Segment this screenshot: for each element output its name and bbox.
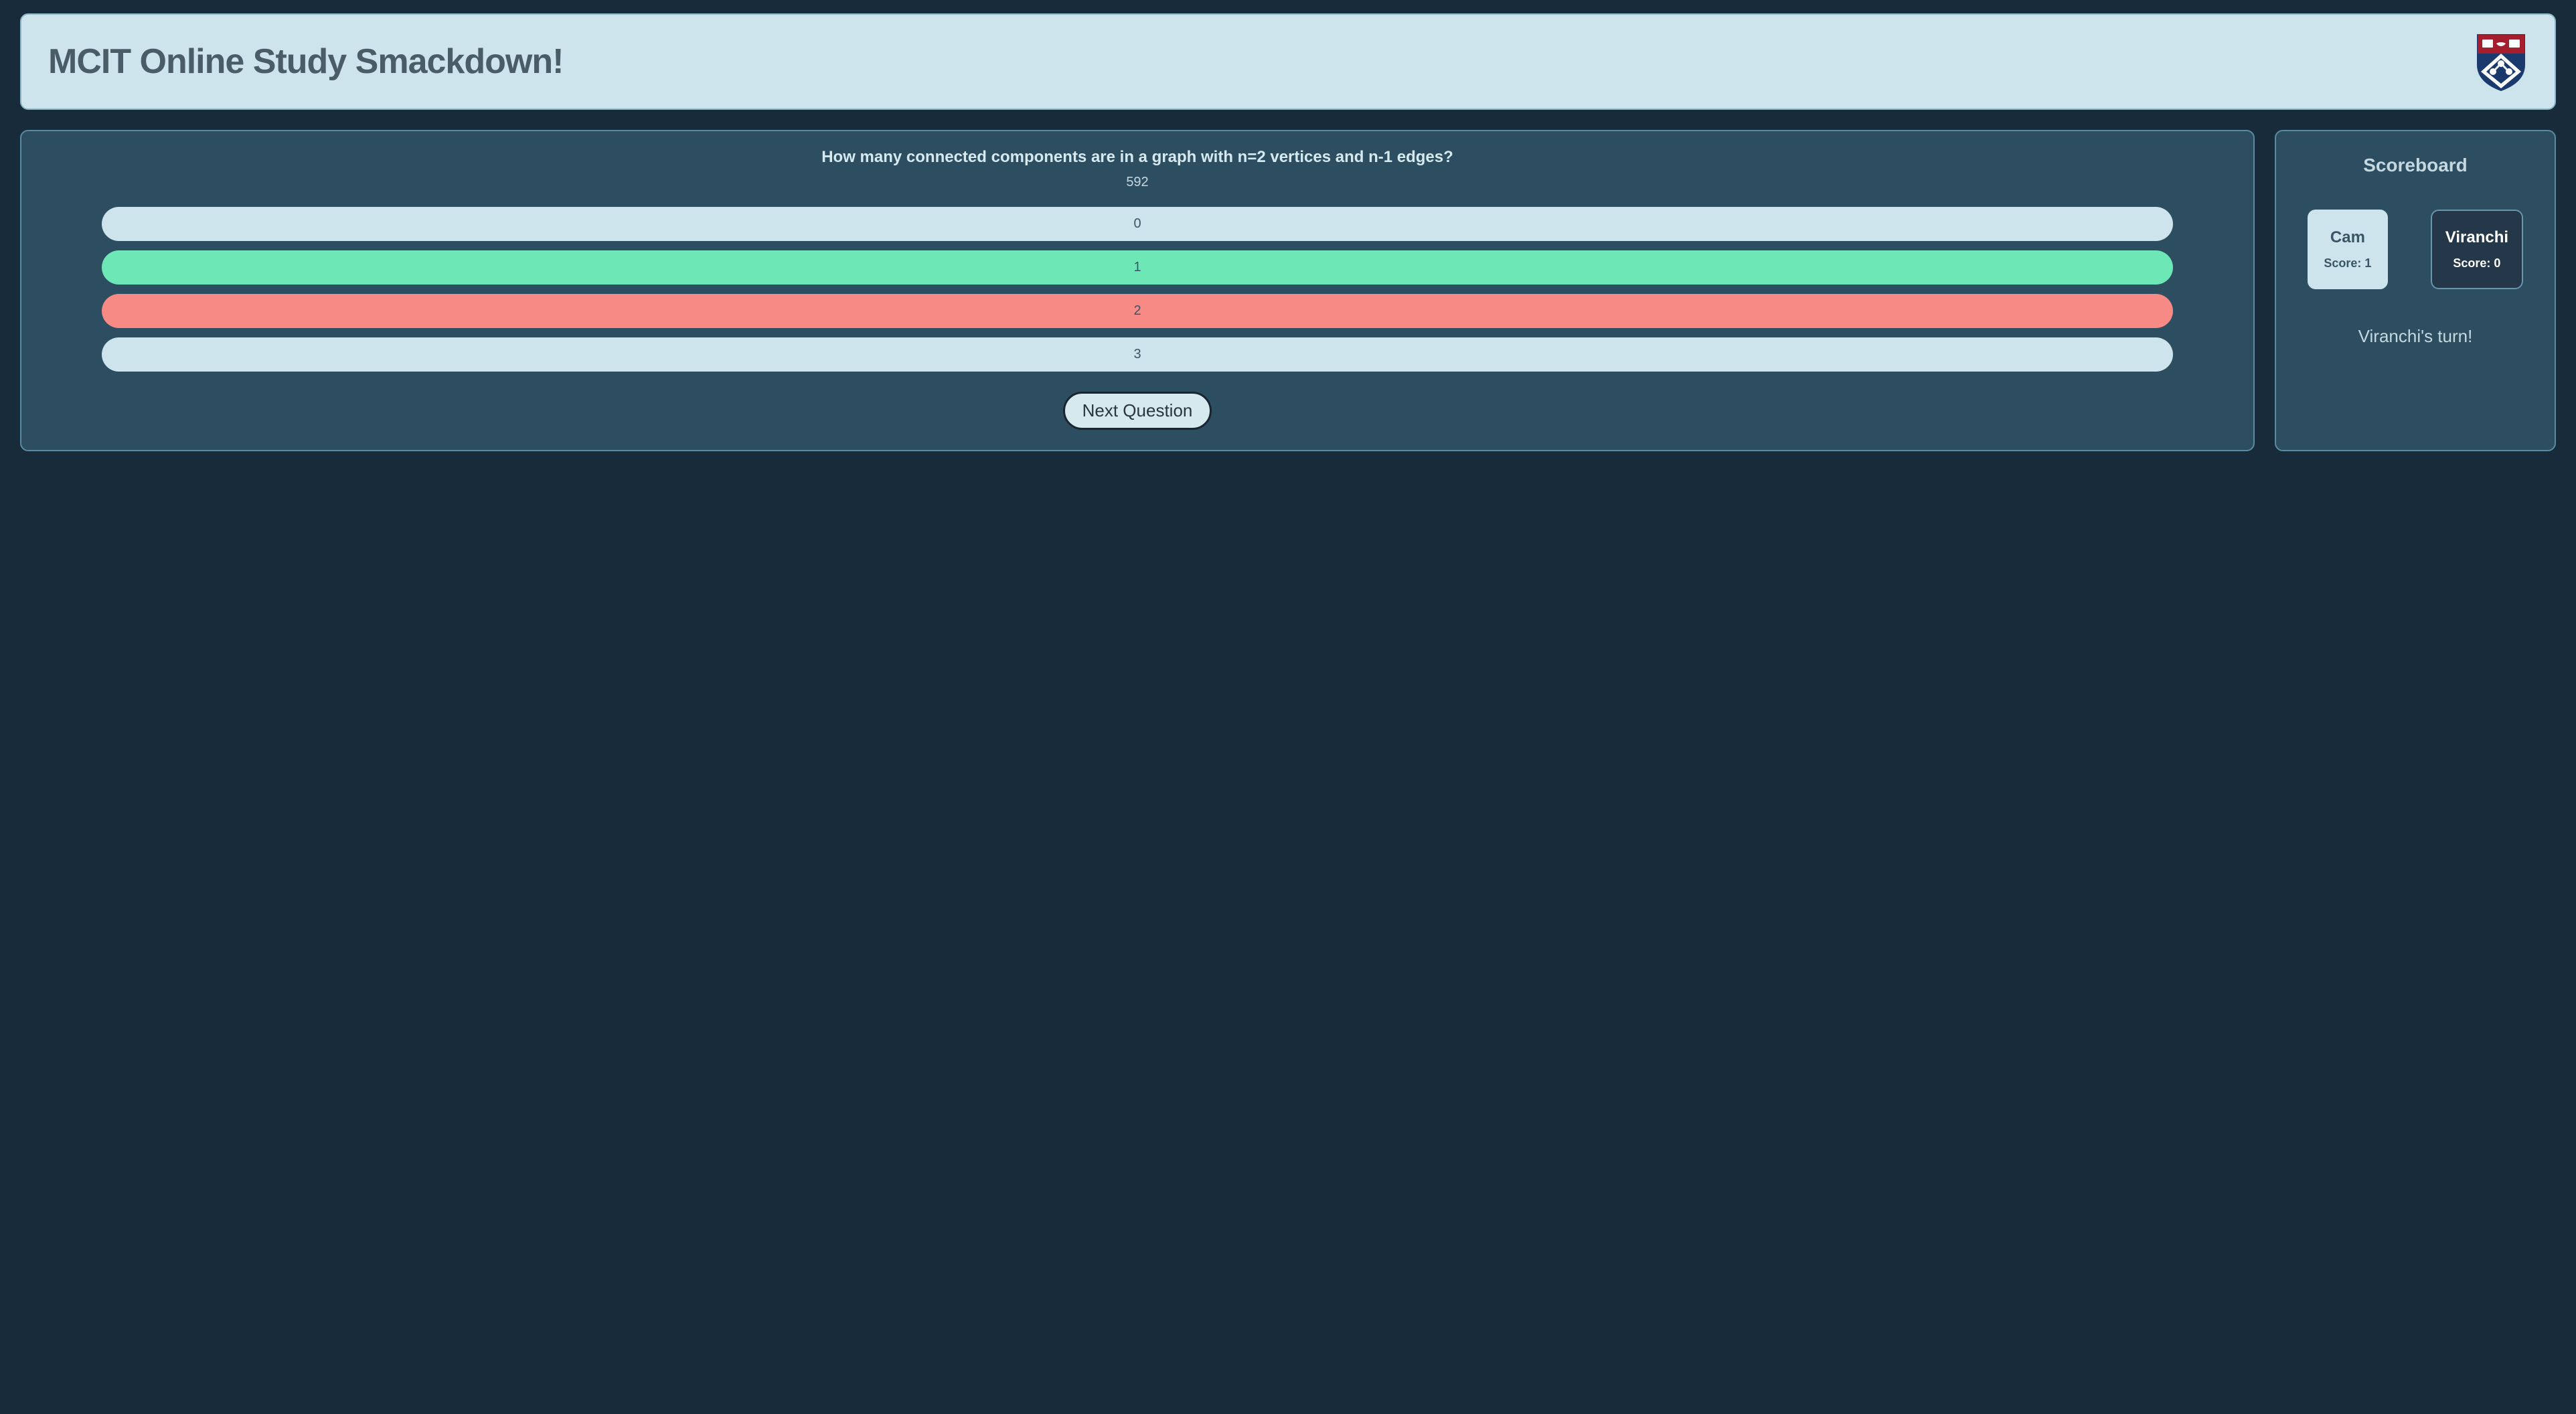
player-list: Cam Score: 1 Viranchi Score: 0 (2296, 210, 2534, 289)
question-panel: How many connected components are in a g… (20, 130, 2255, 451)
penn-logo (2474, 31, 2528, 92)
player-score: Score: 1 (2322, 256, 2373, 270)
question-number: 592 (42, 175, 2233, 190)
scoreboard-title: Scoreboard (2296, 155, 2534, 176)
header: MCIT Online Study Smackdown! (20, 13, 2556, 110)
player-score: Score: 0 (2445, 256, 2508, 270)
answer-option-1[interactable]: 1 (102, 250, 2173, 285)
answer-option-3[interactable]: 3 (102, 337, 2173, 372)
player-name: Cam (2322, 228, 2373, 247)
answer-option-2[interactable]: 2 (102, 294, 2173, 328)
question-text: How many connected components are in a g… (42, 148, 2233, 167)
turn-indicator: Viranchi's turn! (2296, 326, 2534, 347)
page-title: MCIT Online Study Smackdown! (48, 42, 563, 82)
player-name: Viranchi (2445, 228, 2508, 247)
main-content: How many connected components are in a g… (20, 130, 2556, 451)
next-question-button[interactable]: Next Question (1063, 392, 1212, 430)
player-card-viranchi: Viranchi Score: 0 (2431, 210, 2523, 289)
answer-list: 0 1 2 3 (42, 207, 2233, 372)
answer-option-0[interactable]: 0 (102, 207, 2173, 241)
scoreboard-panel: Scoreboard Cam Score: 1 Viranchi Score: … (2275, 130, 2556, 451)
player-card-cam: Cam Score: 1 (2308, 210, 2388, 289)
